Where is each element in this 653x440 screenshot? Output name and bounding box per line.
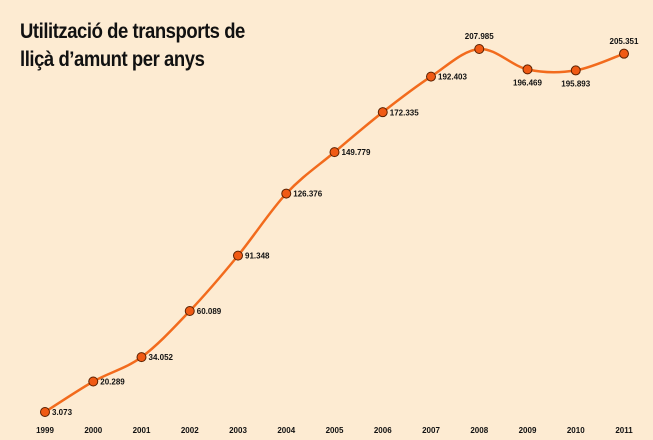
data-label: 34.052 [149,353,174,362]
x-tick-label: 2002 [181,426,199,435]
point [474,44,485,54]
data-label: 207.985 [465,32,494,41]
data-label: 3.073 [52,408,73,417]
x-tick-label: 2005 [326,426,344,435]
data-label: 196.469 [513,79,542,88]
data-label: 172.335 [390,108,419,117]
data-label: 205.351 [610,37,639,46]
x-tick-label: 2004 [277,426,295,435]
x-tick-label: 2008 [470,426,488,435]
point [184,305,195,316]
point [522,64,533,75]
x-tick-label: 2001 [133,426,151,435]
data-label: 91.348 [245,252,270,261]
data-label: 60.089 [197,307,222,316]
point [619,48,629,59]
x-tick-label: 2010 [567,426,585,435]
point [281,188,292,199]
point [570,65,581,76]
data-label: 192.403 [438,73,467,82]
line [44,47,625,414]
point [40,407,50,417]
x-tick-label: 2003 [229,426,247,435]
point [233,250,243,261]
x-tick-label: 2000 [84,426,102,435]
x-tick-label: 2007 [422,426,440,435]
point [426,71,436,82]
data-label: 126.376 [293,190,322,199]
data-label: 195.893 [561,80,590,89]
point [329,147,340,158]
x-tick-label: 2009 [519,426,537,435]
data-label: 20.289 [100,378,125,387]
x-tick-label: 1999 [36,426,54,435]
chart-title: Utilització de transports de lliçà d’amu… [20,20,245,71]
x-tick-label: 2011 [615,426,633,435]
x-tick-label: 2006 [374,426,392,435]
point [136,352,147,363]
data-label: 149.779 [342,148,371,157]
point [88,376,99,387]
point [377,107,388,118]
